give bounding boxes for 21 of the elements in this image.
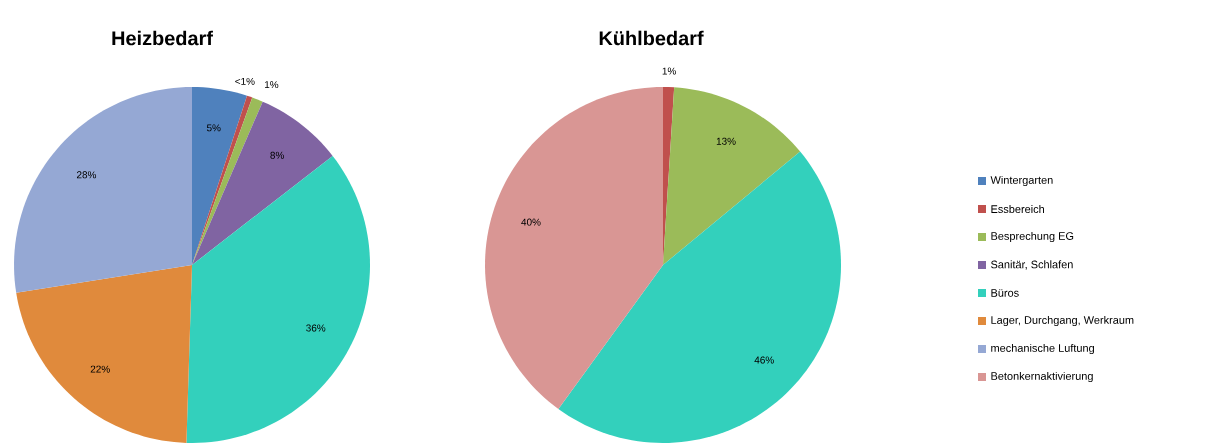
chart-title: Heizbedarf [112, 30, 213, 46]
chart-title: Kühlbedarf [599, 30, 704, 46]
legend-label: Büros [991, 289, 1019, 297]
data-label: 13% [716, 137, 736, 145]
legend-label: Essbereich [991, 204, 1045, 214]
legend-label: Lager, Durchgang, Werkraum [991, 315, 1134, 327]
data-label: 1% [662, 67, 676, 75]
data-label: 36% [306, 324, 326, 332]
data-label: 5% [206, 124, 221, 132]
legend-label: Wintergarten [990, 175, 1053, 187]
legend-label: mechanische Luftung [991, 343, 1094, 355]
data-label: <1% [235, 77, 255, 85]
data-label: 1% [265, 81, 279, 89]
data-label: 8% [270, 151, 284, 159]
data-label: 28% [76, 171, 97, 179]
data-label: 40% [521, 218, 541, 226]
legend-label: Betonkernaktivierung [991, 371, 1093, 383]
data-label: 22% [90, 365, 110, 373]
legend-label: Besprechung EG [991, 231, 1074, 243]
legend-label: Sanitär, Schlafen [991, 260, 1073, 270]
data-label: 46% [754, 356, 774, 364]
